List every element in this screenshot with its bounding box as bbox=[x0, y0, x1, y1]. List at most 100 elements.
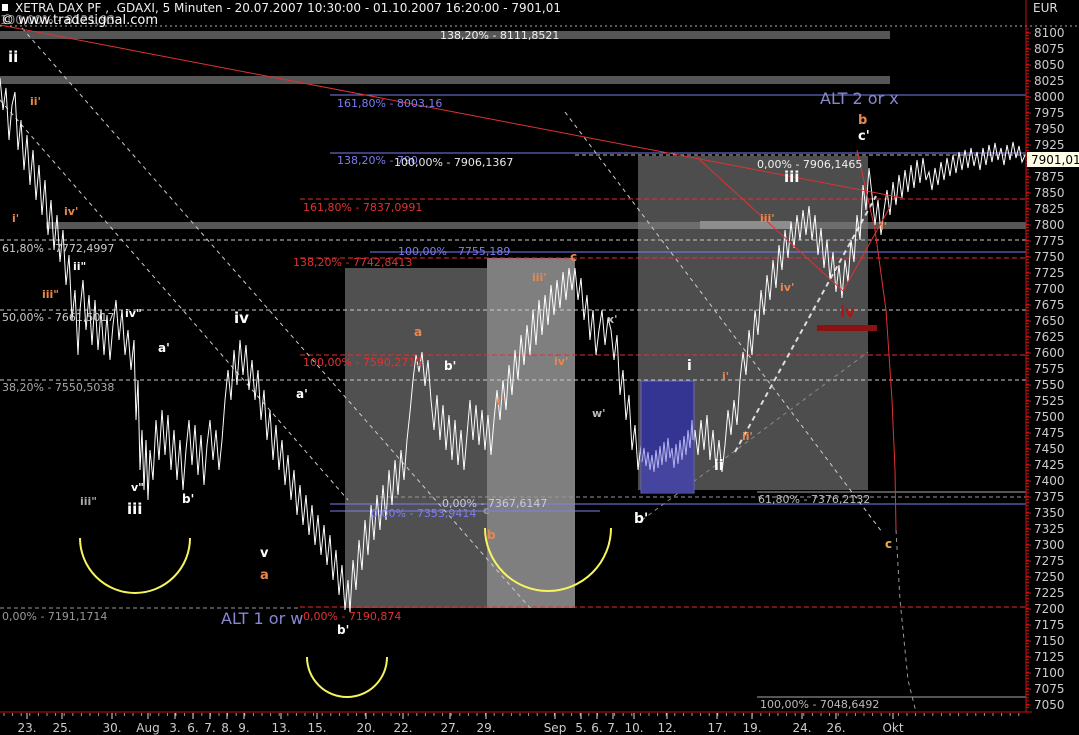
wave-label[interactable]: ii" bbox=[73, 260, 86, 273]
wave-label[interactable]: iv' bbox=[64, 205, 78, 218]
wave-label[interactable]: iii bbox=[127, 500, 142, 518]
wave-label[interactable]: c bbox=[570, 250, 577, 264]
projection-zone[interactable] bbox=[345, 268, 487, 608]
fib-band[interactable] bbox=[46, 222, 1026, 229]
watermark: © www.tradesignal.com bbox=[1, 13, 158, 28]
wave-label[interactable]: ii' bbox=[30, 95, 41, 108]
wave-label[interactable]: ii' bbox=[742, 430, 753, 443]
fib-band[interactable] bbox=[0, 31, 890, 39]
fib-label[interactable]: 161,80% - 8003,16 bbox=[337, 97, 442, 110]
wave-arc[interactable] bbox=[79, 537, 191, 594]
wave-label[interactable]: c bbox=[483, 504, 490, 517]
fib-label[interactable]: 38,20% - 7550,5038 bbox=[2, 381, 114, 394]
price-axis-label: 8000 bbox=[1034, 90, 1065, 104]
wave-label[interactable]: i' bbox=[880, 220, 887, 233]
price-axis-label: 8075 bbox=[1034, 42, 1065, 56]
fib-label[interactable]: 100,00% - 7048,6492 bbox=[760, 698, 879, 711]
fib-label[interactable]: 161,80% - 7837,0991 bbox=[303, 201, 422, 214]
wave-label[interactable]: b' bbox=[337, 623, 349, 637]
wedge-line[interactable] bbox=[842, 206, 891, 292]
fib-label[interactable]: 61,80% - 7376,2132 bbox=[758, 493, 870, 506]
wave-label[interactable]: i' bbox=[497, 395, 504, 408]
wave-label[interactable]: iv' bbox=[780, 281, 794, 294]
channel-line[interactable] bbox=[0, 99, 349, 501]
wave-label[interactable]: iv" bbox=[125, 307, 142, 320]
price-axis-label: 7725 bbox=[1034, 266, 1065, 280]
fib-band[interactable] bbox=[0, 76, 890, 84]
wave-label[interactable]: v" bbox=[131, 481, 144, 494]
support-line[interactable] bbox=[641, 351, 869, 521]
fib-label[interactable]: 0,00% - 7190,874 bbox=[303, 610, 401, 623]
price-axis-label: 8100 bbox=[1034, 26, 1065, 40]
fib-label[interactable]: 0,00% - 7353,9414 bbox=[371, 507, 476, 520]
wave-label[interactable]: iv bbox=[234, 309, 249, 327]
wave-label[interactable]: a bbox=[260, 568, 269, 583]
wave-label[interactable]: iv bbox=[840, 303, 855, 321]
price-series[interactable] bbox=[0, 77, 1026, 613]
price-axis-label: 7250 bbox=[1034, 570, 1065, 584]
wave-iv-bar[interactable] bbox=[817, 325, 877, 331]
trendline[interactable] bbox=[0, 24, 904, 199]
wedge-line[interactable] bbox=[699, 159, 844, 292]
price-axis-label: 7375 bbox=[1034, 490, 1065, 504]
wave-label[interactable]: b' bbox=[182, 492, 194, 506]
wave-label[interactable]: w' bbox=[592, 407, 606, 420]
wave-label[interactable]: ii bbox=[8, 48, 18, 66]
wave-label[interactable]: v bbox=[260, 546, 269, 561]
wave-label[interactable]: x' bbox=[607, 313, 617, 326]
wave-label[interactable]: c' bbox=[858, 129, 870, 144]
wave-label[interactable]: a bbox=[414, 325, 422, 339]
projection-curve[interactable] bbox=[856, 149, 897, 531]
fib-label[interactable]: 100,00% - 7590,2715 bbox=[303, 356, 422, 369]
wave-label[interactable]: b' bbox=[634, 511, 648, 527]
wave-label[interactable]: i' bbox=[722, 370, 729, 383]
time-axis-label: 5. bbox=[575, 721, 586, 735]
wave-label[interactable]: iii' bbox=[760, 212, 775, 225]
price-axis-label: 7300 bbox=[1034, 538, 1065, 552]
wave-label[interactable]: ii bbox=[714, 458, 724, 474]
wave-label[interactable]: iv' bbox=[554, 355, 568, 368]
price-axis-label: 7775 bbox=[1034, 234, 1065, 248]
wave-label[interactable]: iii' bbox=[532, 271, 547, 284]
fib-label[interactable]: 50,00% - 7661,5017 bbox=[2, 311, 114, 324]
fib-label[interactable]: 61,80% - 7772,4997 bbox=[2, 242, 114, 255]
wave-label[interactable]: iii" bbox=[80, 495, 97, 508]
wave-label[interactable]: b bbox=[858, 113, 867, 128]
time-axis-label: 30. bbox=[102, 721, 121, 735]
wave-label[interactable]: iii bbox=[784, 168, 799, 186]
projection-zone[interactable] bbox=[487, 258, 575, 608]
fib-label-covered: 100,00% - 8121,93 bbox=[0, 13, 115, 27]
time-axis-label: Sep bbox=[544, 721, 567, 735]
wave-label[interactable]: ALT 1 or w bbox=[221, 609, 303, 628]
wave-label[interactable]: b' bbox=[444, 359, 456, 373]
fib-label[interactable]: 138,20% - 790 bbox=[337, 154, 418, 167]
wave-arc[interactable] bbox=[484, 527, 612, 592]
fib-label[interactable]: 0,00% - 7906,1465 bbox=[757, 158, 862, 171]
wave-label[interactable]: i' bbox=[12, 212, 19, 225]
fib-label[interactable]: 100,00% - 7906,1367 bbox=[394, 156, 513, 169]
time-axis-label: 7. bbox=[607, 721, 618, 735]
wave-label[interactable]: a' bbox=[158, 341, 170, 355]
current-price-chip bbox=[1027, 152, 1079, 167]
price-axis-label: 7400 bbox=[1034, 474, 1065, 488]
time-axis-label: 23. bbox=[17, 721, 36, 735]
time-axis-label: Aug bbox=[136, 721, 159, 735]
fib-label[interactable]: 0,00% - 7191,1714 bbox=[2, 610, 107, 623]
wave-label[interactable]: a' bbox=[296, 387, 308, 401]
wave-label[interactable]: iii" bbox=[42, 288, 59, 301]
wave-label[interactable]: b bbox=[487, 528, 496, 542]
fib-label[interactable]: 100,00% - 7755,189 bbox=[398, 245, 510, 258]
fib-label[interactable]: 0,00% - 7367,6147 bbox=[442, 497, 547, 510]
channel-line[interactable] bbox=[21, 27, 531, 609]
fib-label[interactable]: 138,20% - 8111,8521 bbox=[440, 29, 559, 42]
price-axis-label: 7575 bbox=[1034, 362, 1065, 376]
wave-label[interactable]: i bbox=[687, 358, 692, 374]
wave-label[interactable]: c bbox=[885, 537, 892, 551]
projection-curve-tail[interactable] bbox=[895, 529, 917, 713]
wave-label[interactable]: ALT 2 or x bbox=[820, 89, 899, 108]
wave-arc[interactable] bbox=[306, 656, 388, 698]
trend-support-line[interactable] bbox=[734, 195, 877, 453]
fib-label[interactable]: 138,20% - 7742,8413 bbox=[293, 256, 412, 269]
window-icon[interactable] bbox=[2, 4, 10, 13]
